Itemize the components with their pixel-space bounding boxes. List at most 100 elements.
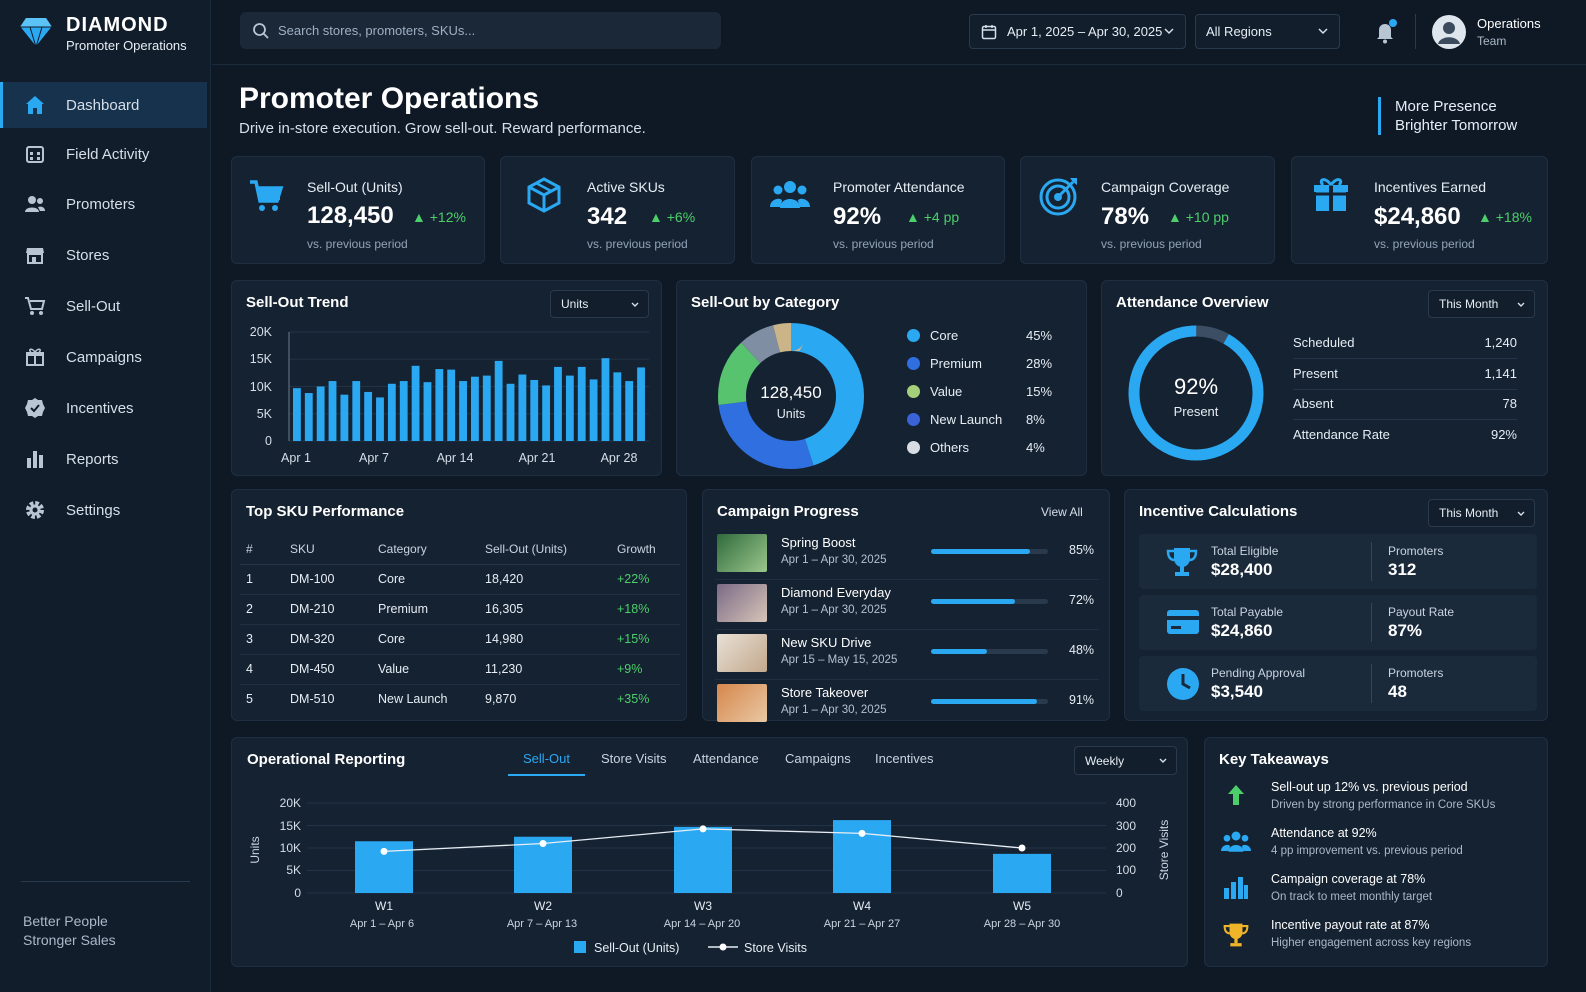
sidebar-item-dashboard[interactable]: Dashboard (0, 82, 207, 128)
cell-sku: DM-510 (290, 692, 335, 707)
campaign-row[interactable]: Diamond Everyday Apr 1 – Apr 30, 2025 72… (715, 580, 1099, 630)
tab-store-visits[interactable]: Store Visits (601, 751, 667, 766)
campaign-thumbnail (717, 684, 767, 722)
campaign-row[interactable]: Store Takeover Apr 1 – Apr 30, 2025 91% (715, 680, 1099, 730)
row-label: Present (1293, 366, 1338, 381)
legend-pct: 8% (1026, 412, 1045, 427)
table-row[interactable]: 2 DM-210 Premium 16,305 +18% (240, 594, 680, 625)
chevron-down-icon (1516, 299, 1526, 313)
view-all-link[interactable]: View All (1041, 505, 1083, 519)
tab-campaigns[interactable]: Campaigns (785, 751, 851, 766)
incentive-period-dropdown[interactable]: This Month (1428, 499, 1535, 527)
cell-growth: +35% (617, 692, 650, 707)
attendance-row-present: Present 1,141 (1293, 359, 1517, 390)
left-tick: 0 (294, 886, 301, 900)
sidebar-item-reports[interactable]: Reports (0, 436, 207, 482)
sidebar-divider (21, 881, 190, 882)
card-title: Attendance Overview (1116, 294, 1269, 311)
campaign-progress-bar (931, 699, 1048, 704)
trend-bar (565, 375, 574, 441)
sidebar-item-field-activity[interactable]: Field Activity (0, 131, 207, 177)
sidebar-item-sell-out[interactable]: Sell-Out (0, 283, 207, 329)
campaign-progress-bar (931, 649, 1048, 654)
cell-category: New Launch (378, 692, 448, 707)
legend-pct: 28% (1026, 356, 1053, 371)
right-tick: 100 (1116, 863, 1136, 877)
sidebar-item-settings[interactable]: Settings (0, 487, 207, 533)
legend-line-label: Store Visits (744, 941, 807, 955)
units-dropdown[interactable]: Units (550, 290, 649, 318)
campaign-dates: Apr 1 – Apr 30, 2025 (781, 704, 887, 716)
kpi-value: 78% (1101, 203, 1150, 230)
incentive-value: $24,860 (1211, 621, 1273, 640)
store-visits-point (1018, 844, 1026, 852)
region-select[interactable]: All Regions (1195, 14, 1340, 49)
kpi-delta: ▲ +18% (1478, 209, 1532, 225)
row-value: 92% (1490, 427, 1517, 442)
user-name-line1: Operations (1477, 16, 1541, 31)
sidebar-item-label: Stores (66, 246, 110, 264)
kpi-card-skus: Active SKUs 342 ▲ +6% vs. previous perio… (500, 156, 735, 264)
left-tick: 5K (286, 863, 301, 877)
legend-dot (907, 329, 920, 342)
bar-chart-icon (24, 448, 46, 470)
campaign-dates: Apr 1 – Apr 30, 2025 (781, 604, 887, 616)
search-icon (252, 22, 270, 40)
trend-bar (293, 388, 301, 441)
attendance-row-scheduled: Scheduled 1,240 (1293, 328, 1517, 359)
y-tick: 20K (250, 325, 273, 339)
kpi-delta: ▲ +12% (412, 209, 466, 225)
legend-bar-label: Sell-Out (Units) (594, 941, 679, 955)
sidebar-item-incentives[interactable]: Incentives (0, 385, 207, 431)
trend-bar (613, 372, 622, 441)
table-row[interactable]: 5 DM-510 New Launch 9,870 +35% (240, 684, 680, 714)
campaign-progress-fill (931, 649, 988, 654)
legend-label: Core (930, 328, 959, 343)
tab-attendance[interactable]: Attendance (693, 751, 759, 766)
legend-item-premium: Premium 28% (907, 356, 1052, 371)
campaign-pct: 91% (1069, 693, 1095, 707)
table-row[interactable]: 1 DM-100 Core 18,420 +22% (240, 564, 680, 595)
tab-incentives[interactable]: Incentives (875, 751, 934, 766)
kpi-note: vs. previous period (1101, 237, 1202, 251)
campaign-dates: Apr 1 – Apr 30, 2025 (781, 554, 887, 566)
search-box[interactable] (240, 12, 721, 49)
avatar[interactable] (1431, 14, 1467, 55)
reporting-period-dropdown[interactable]: Weekly (1074, 746, 1177, 775)
incentive-label: Total Payable (1211, 605, 1284, 619)
sidebar-item-label: Reports (66, 450, 119, 468)
trend-bar (423, 382, 432, 441)
notification-bell-icon[interactable] (1374, 19, 1398, 50)
campaign-row[interactable]: Spring Boost Apr 1 – Apr 30, 2025 85% (715, 530, 1099, 580)
table-row[interactable]: 3 DM-320 Core 14,980 +15% (240, 624, 680, 655)
sidebar-item-campaigns[interactable]: Campaigns (0, 334, 207, 380)
card-title: Campaign Progress (717, 503, 859, 520)
incentive-value: 312 (1388, 560, 1417, 579)
tab-sell-out[interactable]: Sell-Out (508, 751, 585, 776)
search-input[interactable] (278, 23, 698, 38)
trend-bar (304, 393, 313, 441)
kpi-label: Incentives Earned (1374, 179, 1487, 195)
week-range: Apr 21 – Apr 27 (824, 918, 900, 930)
cell-sellout: 18,420 (485, 564, 617, 595)
users-icon (24, 193, 46, 215)
kpi-note: vs. previous period (1374, 237, 1475, 251)
legend-item-others: Others 4% (907, 440, 1047, 455)
date-range-picker[interactable]: Apr 1, 2025 – Apr 30, 2025 (969, 14, 1186, 49)
sidebar-item-stores[interactable]: Stores (0, 232, 207, 278)
topbar-divider (1415, 14, 1416, 49)
incentive-card: Incentive Calculations This Month Total … (1124, 489, 1548, 721)
campaign-row[interactable]: New SKU Drive Apr 15 – May 15, 2025 48% (715, 630, 1099, 680)
sidebar-item-promoters[interactable]: Promoters (0, 181, 207, 227)
campaign-name: Store Takeover (781, 685, 869, 700)
legend-pct: 4% (1026, 440, 1045, 455)
chevron-down-icon (1163, 25, 1175, 40)
card-icon (1166, 608, 1200, 641)
legend-label: Premium (930, 356, 983, 371)
table-row[interactable]: 4 DM-450 Value 11,230 +9% (240, 654, 680, 685)
y-tick: 5K (257, 407, 273, 421)
tagline-line2: Brighter Tomorrow (1395, 117, 1518, 134)
row-label: Scheduled (1293, 335, 1355, 350)
kpi-value: 342 (587, 203, 628, 230)
attendance-period-dropdown[interactable]: This Month (1428, 290, 1535, 318)
